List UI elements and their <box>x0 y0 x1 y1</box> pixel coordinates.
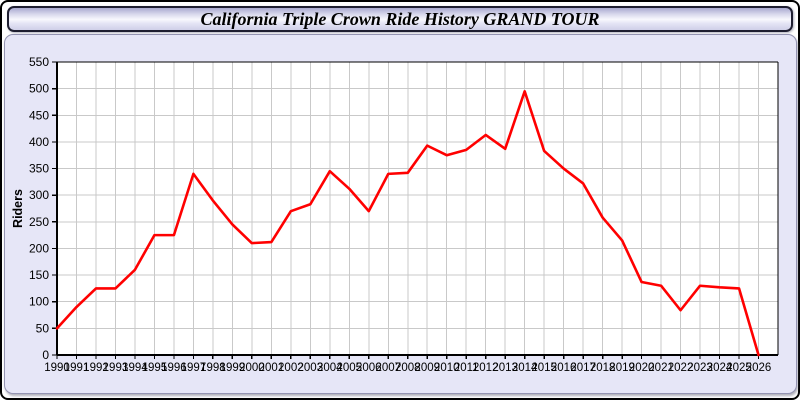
y-tick-label: 500 <box>29 82 49 96</box>
x-tick-label: 1991 <box>64 362 90 374</box>
x-tick-label: 2018 <box>590 362 616 374</box>
x-tick-label: 2015 <box>531 362 557 374</box>
y-tick-label: 300 <box>29 188 49 202</box>
x-tick-label: 2013 <box>492 362 518 374</box>
x-tick-label: 2001 <box>259 362 285 374</box>
x-tick-label: 2012 <box>473 362 499 374</box>
x-tick-label: 2022 <box>668 362 694 374</box>
y-tick-label: 400 <box>29 135 49 149</box>
x-tick-label: 2023 <box>687 362 713 374</box>
y-tick-label: 450 <box>29 108 49 122</box>
x-tick-label: 2016 <box>551 362 577 374</box>
x-tick-label: 1990 <box>44 362 70 374</box>
x-tick-label: 1995 <box>142 362 168 374</box>
y-tick-label: 550 <box>29 55 49 69</box>
y-tick-label: 100 <box>29 295 49 309</box>
x-tick-label: 2024 <box>707 362 733 374</box>
chart-title: California Triple Crown Ride History GRA… <box>200 9 600 29</box>
y-tick-label: 150 <box>29 268 49 282</box>
x-tick-label: 2021 <box>648 362 674 374</box>
x-tick-label: 2019 <box>609 362 635 374</box>
x-tick-label: 2026 <box>746 362 772 374</box>
y-tick-label: 350 <box>29 162 49 176</box>
x-tick-label: 2017 <box>570 362 596 374</box>
x-tick-label: 1999 <box>220 362 246 374</box>
y-tick-label: 0 <box>42 348 49 362</box>
y-tick-label: 50 <box>36 321 50 335</box>
x-tick-label: 1998 <box>200 362 226 374</box>
x-tick-label: 1992 <box>83 362 109 374</box>
x-tick-label: 2011 <box>454 362 479 374</box>
x-tick-label: 2025 <box>726 362 752 374</box>
x-tick-label: 2007 <box>375 362 401 374</box>
x-tick-label: 2010 <box>434 362 460 374</box>
x-tick-label: 2000 <box>239 362 265 374</box>
x-tick-label: 2002 <box>278 362 304 374</box>
y-tick-label: 250 <box>29 215 49 229</box>
x-tick-label: 2006 <box>356 362 382 374</box>
y-axis-title: Riders <box>11 189 25 228</box>
y-tick-label: 200 <box>29 241 49 255</box>
x-tick-label: 2008 <box>395 362 421 374</box>
chart-title-bar: California Triple Crown Ride History GRA… <box>7 6 793 32</box>
x-tick-label: 1996 <box>161 362 187 374</box>
x-tick-label: 2004 <box>317 362 343 374</box>
x-tick-label: 2003 <box>298 362 324 374</box>
x-tick-label: 2014 <box>512 362 538 374</box>
riders-series-line <box>55 90 760 357</box>
x-tick-label: 1994 <box>122 362 148 374</box>
x-tick-label: 2005 <box>337 362 363 374</box>
x-tick-label: 1997 <box>181 362 207 374</box>
x-tick-label: 1993 <box>103 362 129 374</box>
x-tick-label: 2020 <box>629 362 655 374</box>
x-tick-label: 2009 <box>414 362 440 374</box>
